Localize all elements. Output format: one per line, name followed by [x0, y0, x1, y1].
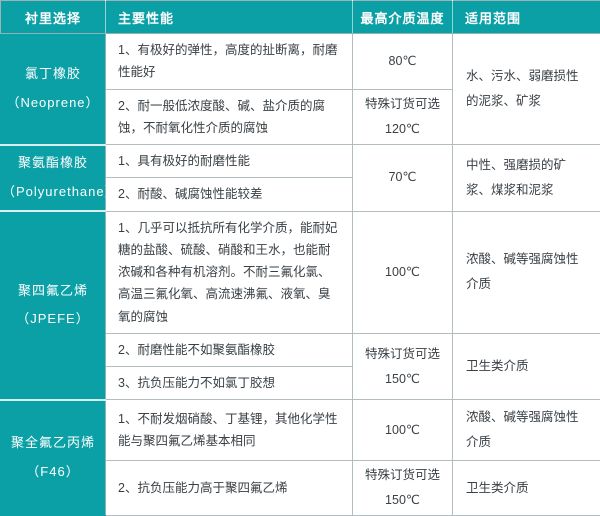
performance-cell: 3、抗负压能力不如氯丁胶想	[106, 367, 353, 400]
table-row: 氯丁橡胶 （Neoprene） 1、有极好的弹性，高度的扯断离，耐磨性能好 80…	[1, 34, 600, 90]
application-cell: 浓酸、碱等强腐蚀性介质	[453, 211, 600, 333]
performance-cell: 1、不耐发烟硝酸、丁基锂，其他化学性能与聚四氟乙烯基本相同	[106, 400, 353, 461]
material-name: 聚氨酯橡胶	[2, 149, 104, 178]
application-cell: 卫生类介质	[453, 461, 600, 516]
material-name-en: （Neoprene）	[2, 89, 104, 118]
table-header-row: 衬里选择 主要性能 最高介质温度 适用范围	[1, 1, 600, 34]
temperature-cell: 特殊订货可选 120℃	[353, 89, 453, 145]
material-cell-f46: 聚全氟乙丙烯 （F46）	[1, 400, 106, 516]
application-cell: 水、污水、弱磨损性的泥浆、矿浆	[453, 34, 600, 145]
temperature-cell: 70℃	[353, 145, 453, 212]
table-row: 聚四氟乙烯 （JPEFE） 1、几乎可以抵抗所有化学介质，能耐妃糖的盐酸、硫酸、…	[1, 211, 600, 333]
material-name: 聚全氟乙丙烯	[2, 429, 104, 458]
material-name-en: （Polyurethane）	[2, 178, 104, 207]
temperature-cell: 特殊订货可选 150℃	[353, 333, 453, 400]
application-cell: 浓酸、碱等强腐蚀性介质	[453, 400, 600, 461]
material-name-en: （JPEFE）	[2, 305, 104, 334]
performance-cell: 2、耐磨性能不如聚氨酯橡胶	[106, 333, 353, 366]
temperature-cell: 100℃	[353, 400, 453, 461]
performance-cell: 2、耐一般低浓度酸、碱、盐介质的腐蚀，不耐氧化性介质的腐蚀	[106, 89, 353, 145]
performance-cell: 2、耐酸、碱腐蚀性能较差	[106, 178, 353, 211]
temperature-cell: 特殊订货可选 150℃	[353, 461, 453, 516]
temperature-cell: 100℃	[353, 211, 453, 333]
material-name-en: （F46）	[2, 458, 104, 487]
application-cell: 中性、强磨损的矿浆、煤浆和泥浆	[453, 145, 600, 212]
material-name: 聚四氟乙烯	[2, 277, 104, 306]
performance-cell: 1、几乎可以抵抗所有化学介质，能耐妃糖的盐酸、硫酸、硝酸和王水，也能耐浓碱和各种…	[106, 211, 353, 333]
table-row: 聚氨酯橡胶 （Polyurethane） 1、具有极好的耐磨性能 70℃ 中性、…	[1, 145, 600, 178]
header-max-medium-temperature: 最高介质温度	[353, 1, 453, 34]
performance-cell: 2、抗负压能力高于聚四氟乙烯	[106, 461, 353, 516]
application-cell: 卫生类介质	[453, 333, 600, 400]
material-cell-neoprene: 氯丁橡胶 （Neoprene）	[1, 34, 106, 145]
material-cell-ptfe: 聚四氟乙烯 （JPEFE）	[1, 211, 106, 400]
header-liner-selection: 衬里选择	[1, 1, 106, 34]
material-cell-polyurethane: 聚氨酯橡胶 （Polyurethane）	[1, 145, 106, 212]
material-name: 氯丁橡胶	[2, 60, 104, 89]
temperature-cell: 80℃	[353, 34, 453, 90]
performance-cell: 1、具有极好的耐磨性能	[106, 145, 353, 178]
liner-selection-page: 衬里选择 主要性能 最高介质温度 适用范围 氯丁橡胶 （Neoprene） 1、…	[0, 0, 600, 427]
table-row: 聚全氟乙丙烯 （F46） 1、不耐发烟硝酸、丁基锂，其他化学性能与聚四氟乙烯基本…	[1, 400, 600, 461]
performance-cell: 1、有极好的弹性，高度的扯断离，耐磨性能好	[106, 34, 353, 90]
header-main-performance: 主要性能	[106, 1, 353, 34]
header-application-range: 适用范围	[453, 1, 600, 34]
